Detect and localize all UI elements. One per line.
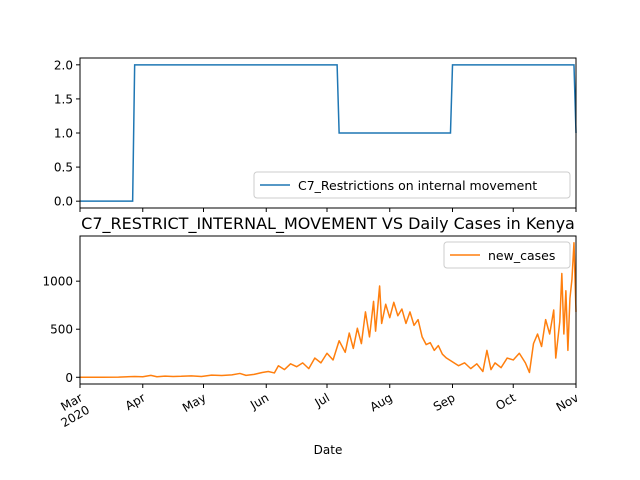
bottom-y-tick-label: 0 <box>65 371 73 385</box>
bottom-y-tick-label: 500 <box>50 323 73 337</box>
bottom-y-ticks: 0 500 1000 <box>42 275 80 385</box>
top-y-tick-label: 0.0 <box>54 195 73 209</box>
bottom-y-tick-label: 1000 <box>42 275 73 289</box>
top-x-ticks <box>79 208 577 212</box>
chart-title: C7_RESTRICT_INTERNAL_MOVEMENT VS Daily C… <box>81 214 575 234</box>
bottom-legend-box <box>443 241 571 269</box>
bottom-subplot: C7_RESTRICT_INTERNAL_MOVEMENT VS Daily C… <box>42 214 581 457</box>
top-y-tick-label: 0.5 <box>54 161 73 175</box>
top-legend-label: C7_Restrictions on internal movement <box>298 178 537 193</box>
bottom-legend: new_cases <box>443 241 571 269</box>
top-y-tick-label: 1.0 <box>54 127 73 141</box>
top-legend: C7_Restrictions on internal movement <box>253 171 571 199</box>
top-subplot: 0.0 0.5 1.0 1.5 2.0 C7_Restrictions on inter… <box>54 57 577 212</box>
bottom-axes-frame <box>79 235 577 385</box>
x-axis-label: Date <box>314 443 343 457</box>
top-y-tick-label: 1.5 <box>54 92 73 106</box>
top-series-layer <box>80 64 577 202</box>
bottom-legend-label: new_cases <box>488 248 555 263</box>
top-y-ticks: 0.0 0.5 1.0 1.5 2.0 <box>54 58 80 209</box>
top-y-tick-label: 2.0 <box>54 58 73 72</box>
bottom-series-layer <box>80 241 577 379</box>
series-line-restrictions <box>80 64 577 202</box>
series-line-new-cases <box>80 241 577 379</box>
top-legend-box <box>253 171 571 199</box>
bottom-x-tick-label: Jul <box>312 391 332 411</box>
